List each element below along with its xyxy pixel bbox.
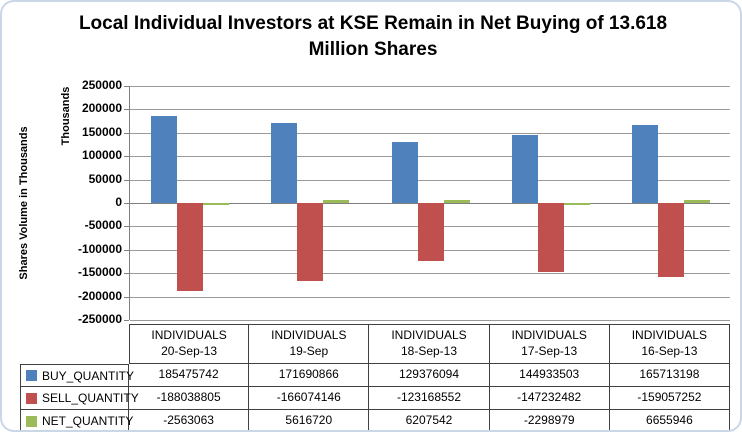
y-tick-label: -100000 [77,241,122,256]
value-cell: -123168552 [369,387,490,410]
value-cell: 185475742 [129,364,250,387]
value-cell: 6207542 [369,410,490,430]
category-date: 16-Sep-13 [641,344,698,358]
y-tick-mark [124,249,129,251]
bar-buy-quantity-3 [511,135,538,203]
y-tick-label: -150000 [77,265,122,280]
table-header-cell: INDIVIDUALS 17-Sep-13 [489,324,610,364]
bar-net-quantity-0 [203,203,230,205]
y-tick-mark [124,320,129,321]
bar-net-quantity-3 [563,203,590,205]
category-date: 17-Sep-13 [521,344,578,358]
gridline [130,86,730,87]
table-corner-spacer [20,324,129,364]
row-label-sell: SELL_QUANTITY [20,387,139,410]
y-tick-label: -250000 [77,312,122,326]
series-name: SELL_QUANTITY [42,391,139,405]
category-label: INDIVIDUALS [151,328,227,342]
value-cell: 129376094 [369,364,490,387]
y-tick-label: 250000 [81,78,122,92]
y-tick-label: -50000 [84,218,122,233]
y-tick-label: 150000 [81,124,122,139]
y-tick-label: -200000 [77,288,122,303]
value-cell: 171690866 [249,364,370,387]
y-tick-mark [124,273,129,275]
row-label-buy: BUY_QUANTITY [20,364,134,387]
plot-area [129,86,730,321]
bar-sell-quantity-2 [417,203,444,261]
gridline [130,296,730,298]
series-name: BUY_QUANTITY [42,368,135,383]
y-tick-mark [124,109,129,111]
gridline [130,156,730,158]
legend-swatch-sell [26,392,37,404]
value-cell: -2298979 [490,410,610,430]
category-label: INDIVIDUALS [391,328,467,342]
value-cell: 165713198 [609,364,730,387]
bar-buy-quantity-0 [151,116,178,203]
category-label: INDIVIDUALS [271,328,347,342]
value-cell: -159057252 [609,387,730,410]
y-tick-mark [124,156,129,158]
gridline [130,273,730,275]
y-tick-mark [124,226,129,228]
y-tick-label: 0 [115,195,122,209]
bar-net-quantity-2 [443,200,470,203]
table-header-cell: INDIVIDUALS 18-Sep-13 [369,324,490,364]
y-tick-mark [124,203,129,204]
category-date: 19-Sep [289,344,329,358]
value-cell: 144933503 [489,364,610,387]
value-cell: -147232482 [489,387,610,410]
category-date: 20-Sep-13 [161,344,218,358]
value-cell: -166074146 [249,387,370,410]
y-tick-label: 100000 [81,148,122,163]
legend-swatch-buy [26,370,37,381]
bar-buy-quantity-4 [631,125,658,203]
bar-sell-quantity-3 [537,203,564,272]
series-name: NET_QUANTITY [42,414,134,428]
y-tick-mark [124,179,129,181]
gridline [130,109,730,111]
bar-sell-quantity-0 [177,203,204,291]
y-tick-mark [124,86,129,87]
gridline [130,132,730,134]
table-header-cell: INDIVIDUALS 19-Sep [249,324,370,364]
bar-sell-quantity-1 [297,203,324,281]
y-tick-mark [124,132,129,134]
bar-net-quantity-1 [323,200,350,203]
bar-buy-quantity-1 [271,122,298,203]
y-tick-label: 200000 [81,101,122,116]
value-cell: -188038805 [129,387,250,410]
value-cell: 6655946 [610,410,730,430]
row-label-net: NET_QUANTITY [20,410,133,430]
y-tick-mark [124,296,129,298]
value-cell: -2563063 [129,410,250,430]
bar-buy-quantity-2 [391,142,418,203]
table-header-cell: INDIVIDUALS 20-Sep-13 [129,324,250,364]
table-header-cell: INDIVIDUALS 16-Sep-13 [609,324,730,364]
y-tick-label: 50000 [88,171,122,186]
bar-sell-quantity-4 [657,203,684,278]
data-table: INDIVIDUALS 20-Sep-13 INDIVIDUALS 19-Sep… [20,324,730,430]
category-label: INDIVIDUALS [631,328,708,342]
gridline [130,320,730,321]
category-label: INDIVIDUALS [511,328,587,342]
gridline [130,179,730,181]
bar-net-quantity-4 [683,199,710,203]
chart-title: Local Individual Investors at KSE Remain… [78,13,668,60]
category-date: 18-Sep-13 [400,344,458,358]
value-cell: 5616720 [249,410,370,430]
legend-swatch-net [26,415,37,427]
